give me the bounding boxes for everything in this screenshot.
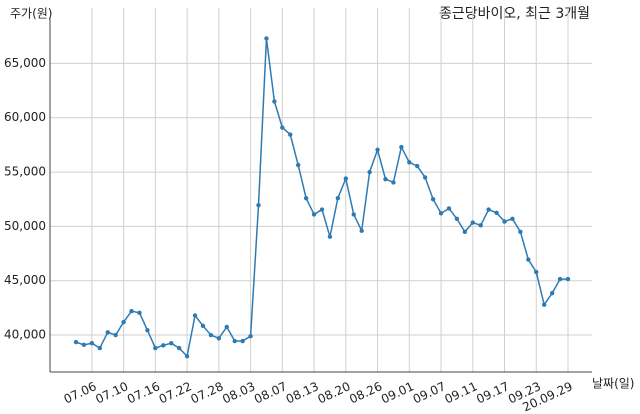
y-tick-label: 45,000	[4, 273, 46, 287]
data-point	[303, 195, 309, 201]
data-point	[557, 276, 563, 282]
data-point	[105, 330, 110, 335]
data-point	[327, 234, 333, 239]
data-point	[176, 345, 182, 351]
data-point	[216, 336, 222, 341]
data-point	[549, 291, 555, 296]
y-axis-label: 주가(원)	[10, 7, 52, 21]
data-point	[192, 313, 198, 318]
data-point	[295, 162, 301, 168]
data-point	[137, 310, 142, 315]
data-point	[113, 332, 118, 338]
data-point	[351, 212, 356, 217]
data-point	[145, 327, 150, 333]
data-point	[415, 163, 420, 169]
data-point	[518, 229, 523, 235]
data-point	[129, 308, 134, 314]
price-line	[75, 38, 568, 358]
data-point	[161, 343, 166, 348]
data-point	[184, 354, 190, 359]
data-point	[541, 302, 547, 307]
data-point	[89, 341, 95, 346]
data-point	[422, 175, 428, 180]
data-point	[288, 132, 293, 137]
data-point	[375, 147, 380, 152]
data-point	[232, 338, 237, 344]
data-point	[280, 125, 285, 130]
data-point	[343, 176, 349, 181]
data-point	[454, 216, 460, 221]
data-point	[383, 176, 388, 182]
x-axis-label: 날짜(일)	[592, 377, 634, 391]
data-point	[391, 180, 396, 185]
data-point	[470, 220, 475, 225]
data-point	[81, 342, 87, 348]
data-point	[486, 207, 491, 212]
data-point	[97, 345, 103, 351]
data-point	[121, 319, 126, 325]
data-point	[565, 276, 571, 282]
data-point	[169, 341, 174, 346]
data-point	[240, 338, 245, 344]
y-tick-label: 60,000	[4, 110, 46, 124]
data-point	[534, 269, 539, 275]
data-point	[359, 228, 364, 233]
data-point	[502, 219, 507, 224]
data-point	[200, 323, 206, 329]
data-point	[248, 333, 253, 339]
data-point	[73, 339, 79, 345]
data-point	[399, 144, 404, 150]
data-point	[224, 324, 229, 330]
data-point	[311, 212, 317, 217]
data-point	[153, 345, 158, 351]
data-point	[208, 332, 214, 338]
data-point	[367, 169, 372, 175]
data-point	[446, 206, 452, 211]
data-point	[272, 99, 277, 104]
data-point	[319, 207, 325, 212]
chart-title: 종근당바이오, 최근 3개월	[439, 6, 590, 22]
data-point	[438, 211, 444, 216]
data-point	[494, 210, 499, 216]
y-tick-label: 55,000	[4, 165, 46, 179]
data-point	[264, 36, 269, 41]
data-point	[510, 216, 515, 221]
data-point	[526, 257, 531, 262]
y-tick-label: 65,000	[4, 56, 46, 70]
data-point	[407, 160, 412, 165]
data-point	[256, 203, 261, 208]
data-point	[478, 223, 483, 228]
data-point	[430, 197, 436, 202]
y-tick-label: 40,000	[4, 328, 46, 342]
y-tick-label: 50,000	[4, 219, 46, 233]
data-point	[462, 229, 468, 235]
data-point	[335, 195, 341, 201]
